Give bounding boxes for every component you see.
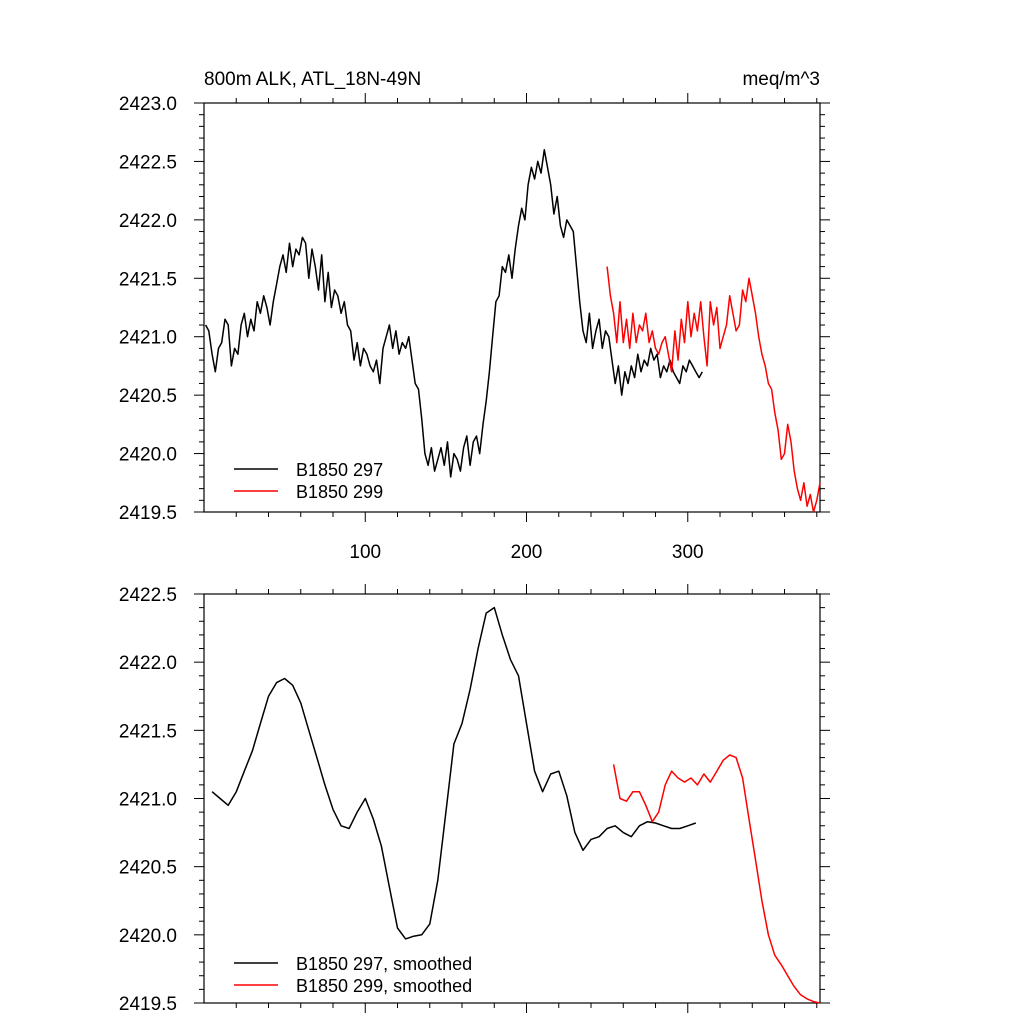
- series-line-1: [211, 606, 697, 940]
- y-tick-label: 2422.5: [119, 152, 177, 173]
- series-line-2: [612, 754, 821, 1004]
- y-tick-label: 2422.0: [119, 653, 177, 674]
- y-tick-label: 2423.0: [119, 94, 177, 115]
- y-tick-label: 2422.0: [119, 211, 177, 232]
- y-tick-label: 2421.0: [119, 790, 177, 811]
- bottom-axis-ticks: 2419.5 2420.0 2420.5 2421.0 2421.5 2422.0 2422…: [119, 584, 830, 1015]
- top-chart-units: meq/m^3: [742, 69, 820, 90]
- legend-label-2: B1850 299: [296, 482, 383, 502]
- x-tick-label: 200: [511, 542, 543, 563]
- y-tick-label: 2421.0: [119, 328, 177, 349]
- y-tick-label: 2422.5: [119, 585, 177, 606]
- series-line-2: [606, 266, 821, 513]
- y-tick-label: 2421.5: [119, 269, 177, 290]
- x-tick-label: 100: [349, 542, 381, 563]
- top-series-group: [204, 148, 821, 513]
- top-panel: 800m ALK, ATL_18N-49N meq/m^3 2419.5 2420…: [119, 69, 830, 563]
- top-axis-ticks: 2419.5 2420.0 2420.5 2421.0 2421.5 2422.0 2422…: [119, 93, 830, 563]
- legend-label-1: B1850 297: [296, 460, 383, 480]
- x-tick-label: 300: [672, 542, 704, 563]
- y-tick-label: 2420.5: [119, 858, 177, 879]
- top-plot-frame: [203, 102, 821, 513]
- bottom-series-group: [211, 606, 821, 1004]
- legend-label-2: B1850 299, smoothed: [296, 976, 472, 996]
- y-tick-label: 2421.5: [119, 721, 177, 742]
- y-tick-label: 2419.5: [119, 994, 177, 1015]
- y-tick-label: 2420.5: [119, 386, 177, 407]
- bottom-plot-frame: [203, 593, 821, 1004]
- bottom-panel: 2419.5 2420.0 2420.5 2421.0 2421.5 2422.0 2422…: [119, 584, 830, 1015]
- top-chart-title: 800m ALK, ATL_18N-49N: [204, 69, 421, 90]
- y-tick-label: 2420.0: [119, 926, 177, 947]
- series-line-1: [204, 148, 703, 478]
- y-tick-label: 2420.0: [119, 445, 177, 466]
- y-tick-label: 2419.5: [119, 503, 177, 524]
- legend-label-1: B1850 297, smoothed: [296, 954, 472, 974]
